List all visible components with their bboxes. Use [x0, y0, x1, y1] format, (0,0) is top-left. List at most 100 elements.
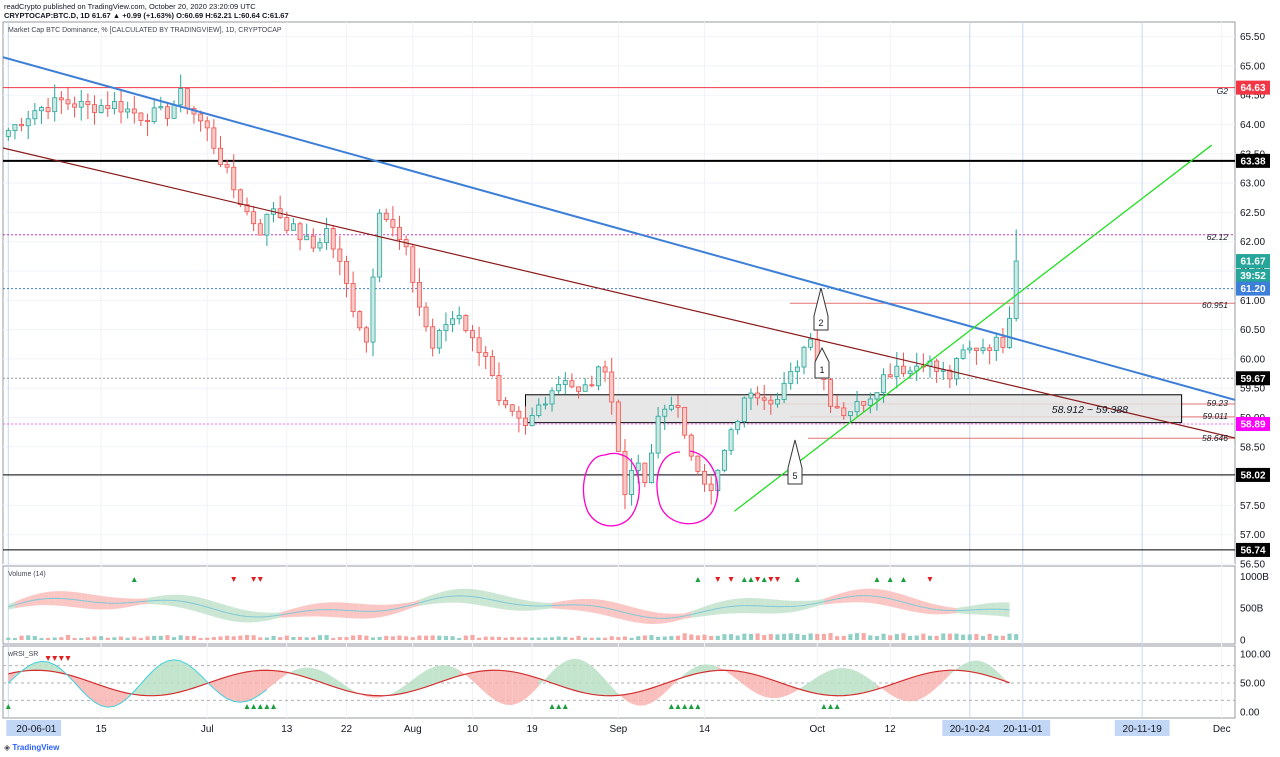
candle-body[interactable]: [211, 127, 217, 149]
candle-body[interactable]: [310, 235, 316, 249]
candle-body[interactable]: [257, 223, 263, 236]
candle-body[interactable]: [397, 226, 402, 240]
candle-body[interactable]: [582, 384, 588, 392]
candle-body[interactable]: [304, 235, 310, 241]
candle-body[interactable]: [383, 212, 389, 220]
candle-body[interactable]: [377, 212, 383, 278]
trendline-blue[interactable]: [3, 56, 1235, 401]
candle-body[interactable]: [357, 311, 363, 329]
candle-body[interactable]: [39, 107, 44, 112]
candle-body[interactable]: [980, 347, 986, 351]
candle-body[interactable]: [867, 398, 873, 406]
candle-body[interactable]: [118, 101, 124, 113]
candle-body[interactable]: [45, 107, 51, 113]
candle-body[interactable]: [204, 120, 210, 129]
candle-body[interactable]: [72, 103, 78, 108]
candle-body[interactable]: [801, 346, 807, 368]
candle-body[interactable]: [775, 398, 780, 405]
candle-body[interactable]: [430, 326, 436, 349]
candle-body[interactable]: [542, 403, 548, 406]
candle-body[interactable]: [887, 374, 893, 378]
candle-body[interactable]: [662, 408, 668, 417]
candle-body[interactable]: [602, 366, 608, 373]
candle-body[interactable]: [509, 404, 515, 412]
candle-body[interactable]: [1007, 318, 1013, 348]
candle-body[interactable]: [536, 404, 542, 416]
candle-body[interactable]: [476, 337, 482, 353]
candle-body[interactable]: [794, 366, 800, 372]
candle-body[interactable]: [218, 147, 223, 165]
candle-body[interactable]: [58, 97, 64, 101]
candle-body[interactable]: [105, 105, 111, 110]
candle-body[interactable]: [828, 379, 833, 407]
candle-body[interactable]: [556, 384, 562, 392]
candle-body[interactable]: [549, 390, 555, 405]
candle-body[interactable]: [410, 246, 416, 283]
candle-body[interactable]: [993, 336, 999, 351]
candle-body[interactable]: [423, 306, 429, 328]
candle-body[interactable]: [483, 352, 489, 357]
candle-body[interactable]: [131, 108, 137, 114]
candle-body[interactable]: [52, 97, 58, 113]
candle-body[interactable]: [184, 88, 190, 109]
candle-body[interactable]: [576, 386, 582, 392]
candle-body[interactable]: [470, 330, 475, 339]
candle-body[interactable]: [496, 375, 502, 401]
candle-body[interactable]: [702, 470, 707, 485]
candle-body[interactable]: [416, 281, 422, 308]
candle-body[interactable]: [721, 449, 727, 471]
candle-body[interactable]: [847, 411, 853, 417]
candle-body[interactable]: [595, 366, 601, 387]
candle-body[interactable]: [363, 327, 369, 343]
candle-body[interactable]: [85, 100, 91, 106]
candle-body[interactable]: [25, 118, 31, 127]
candle-body[interactable]: [635, 462, 641, 471]
candle-body[interactable]: [655, 415, 661, 454]
candle-body[interactable]: [19, 123, 25, 127]
candle-body[interactable]: [251, 211, 257, 225]
candle-body[interactable]: [781, 382, 787, 400]
candle-body[interactable]: [960, 349, 966, 359]
candle-body[interactable]: [32, 110, 38, 120]
candle-body[interactable]: [370, 276, 376, 343]
candle-body[interactable]: [589, 384, 595, 387]
candle-body[interactable]: [138, 112, 144, 121]
candle-body[interactable]: [523, 417, 528, 427]
trendline-red[interactable]: [3, 147, 1235, 439]
candle-body[interactable]: [231, 166, 237, 191]
candle-body[interactable]: [164, 106, 170, 119]
candle-body[interactable]: [450, 318, 456, 325]
candle-body[interactable]: [954, 358, 959, 380]
candle-body[interactable]: [224, 164, 230, 168]
candle-body[interactable]: [98, 105, 104, 113]
candle-body[interactable]: [297, 223, 303, 241]
candle-body[interactable]: [894, 365, 900, 378]
callout-5[interactable]: 5: [787, 439, 803, 485]
candle-body[interactable]: [907, 370, 913, 374]
candle-body[interactable]: [244, 204, 250, 213]
candle-body[interactable]: [987, 347, 993, 351]
candle-body[interactable]: [629, 470, 635, 495]
candle-body[interactable]: [668, 405, 674, 410]
candle-body[interactable]: [649, 452, 654, 484]
candle-body[interactable]: [861, 401, 867, 406]
candle-body[interactable]: [735, 421, 741, 431]
candle-body[interactable]: [708, 483, 714, 492]
candle-body[interactable]: [695, 455, 701, 472]
candle-body[interactable]: [841, 407, 847, 417]
candle-body[interactable]: [489, 356, 495, 376]
candle-body[interactable]: [111, 101, 117, 110]
candle-body[interactable]: [682, 406, 688, 436]
candle-body[interactable]: [808, 338, 814, 348]
candle-body[interactable]: [615, 401, 621, 452]
candle-body[interactable]: [940, 369, 946, 372]
candle-body[interactable]: [973, 347, 979, 351]
candle-body[interactable]: [748, 392, 754, 399]
trendline-green[interactable]: [733, 144, 1213, 512]
candle-body[interactable]: [854, 401, 860, 413]
candle-body[interactable]: [198, 113, 204, 122]
candle-body[interactable]: [967, 347, 973, 351]
candle-body[interactable]: [463, 315, 469, 331]
candle-body[interactable]: [151, 107, 157, 123]
